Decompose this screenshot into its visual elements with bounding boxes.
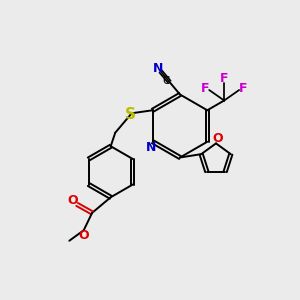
Text: O: O xyxy=(68,194,78,207)
Text: F: F xyxy=(201,82,209,95)
Text: N: N xyxy=(146,141,156,154)
Text: F: F xyxy=(220,72,228,85)
Text: S: S xyxy=(125,106,136,122)
Text: N: N xyxy=(152,62,163,75)
Text: C: C xyxy=(163,76,170,86)
Text: O: O xyxy=(212,132,223,145)
Text: F: F xyxy=(239,82,248,95)
Text: O: O xyxy=(78,229,89,242)
